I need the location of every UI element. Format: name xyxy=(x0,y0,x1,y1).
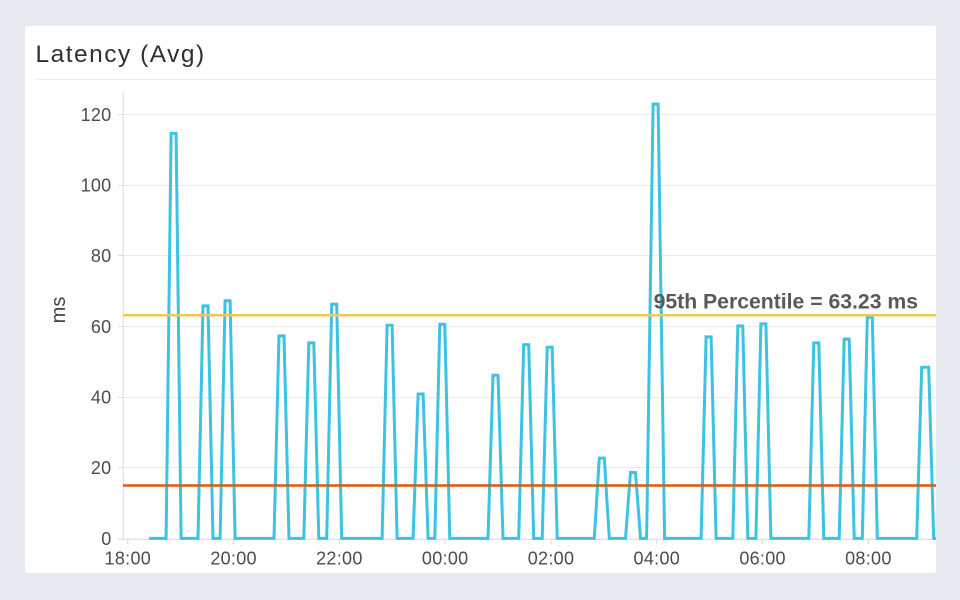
svg-text:120: 120 xyxy=(81,105,112,125)
svg-text:06:00: 06:00 xyxy=(739,549,786,569)
svg-text:18:00: 18:00 xyxy=(105,549,152,569)
svg-text:08:00: 08:00 xyxy=(845,549,892,569)
svg-text:04:00: 04:00 xyxy=(634,549,681,569)
svg-text:00:00: 00:00 xyxy=(422,549,469,569)
svg-text:80: 80 xyxy=(91,246,112,266)
svg-text:0: 0 xyxy=(101,529,111,549)
svg-text:40: 40 xyxy=(91,388,112,408)
svg-text:02:00: 02:00 xyxy=(528,549,575,569)
svg-text:95th Percentile = 63.23 ms: 95th Percentile = 63.23 ms xyxy=(654,291,918,314)
svg-text:Latency (Avg): Latency (Avg) xyxy=(36,41,206,68)
svg-text:ms: ms xyxy=(48,297,70,324)
svg-text:20: 20 xyxy=(91,458,112,478)
svg-text:60: 60 xyxy=(91,317,112,337)
svg-text:22:00: 22:00 xyxy=(316,549,363,569)
svg-text:20:00: 20:00 xyxy=(210,549,257,569)
svg-text:100: 100 xyxy=(81,176,112,196)
